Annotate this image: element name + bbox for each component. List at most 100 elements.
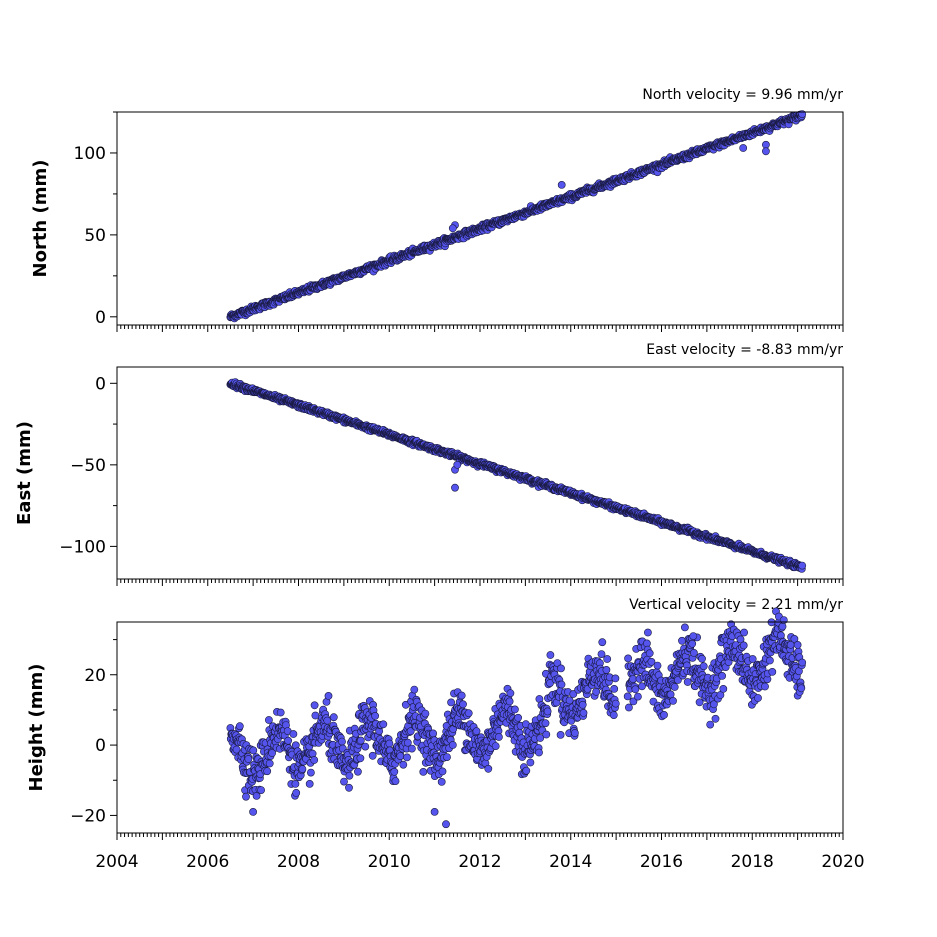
- east-points: [226, 378, 807, 573]
- data-point: [310, 701, 319, 710]
- data-point: [264, 716, 273, 724]
- data-point: [345, 783, 353, 792]
- x-tick-label: 2014: [549, 852, 592, 872]
- data-point: [289, 730, 298, 738]
- data-point: [598, 638, 607, 647]
- data-point: [542, 730, 551, 739]
- data-point: [689, 632, 698, 640]
- data-point: [592, 687, 601, 696]
- north-yticks: 0 50 100: [74, 111, 117, 328]
- x-tick-label: 2020: [821, 852, 864, 872]
- north-points: [226, 110, 807, 323]
- data-point: [541, 719, 550, 728]
- data-point: [371, 712, 379, 720]
- data-point: [535, 748, 543, 757]
- data-point: [610, 685, 619, 693]
- y-tick-label: 0: [95, 374, 106, 394]
- data-point: [448, 741, 457, 749]
- data-point: [766, 656, 774, 665]
- x-tick-label: 2016: [640, 852, 683, 872]
- data-point: [609, 711, 618, 719]
- data-point: [472, 727, 481, 736]
- data-point: [634, 692, 642, 701]
- panel-height: Vertical velocity = 2.21 mm/yr 20 0 −20 20…: [26, 597, 865, 872]
- data-point: [660, 711, 668, 719]
- data-point: [442, 820, 450, 829]
- data-point: [305, 780, 314, 788]
- data-point: [611, 699, 620, 708]
- y-tick-label: 0: [95, 736, 106, 756]
- vertical-velocity-label: Vertical velocity = 2.21 mm/yr: [629, 597, 843, 613]
- data-point: [340, 777, 348, 786]
- data-point: [761, 682, 769, 691]
- east-velocity-label: East velocity = -8.83 mm/yr: [646, 342, 843, 358]
- data-point: [793, 641, 802, 649]
- data-point: [611, 674, 620, 683]
- data-point: [257, 786, 265, 794]
- data-point: [546, 651, 555, 659]
- data-point: [603, 655, 612, 663]
- data-point: [329, 713, 338, 722]
- east-yticks: 0 −50 −100: [59, 374, 117, 557]
- data-point: [276, 708, 285, 717]
- y-tick-label: 100: [74, 144, 106, 164]
- height-xticklabels: 2004 2006 2008 2010 2012 2014 2016 2018 2020: [95, 852, 864, 872]
- data-point: [683, 678, 692, 686]
- data-point: [669, 697, 677, 705]
- data-point: [249, 746, 258, 755]
- data-point: [484, 764, 493, 773]
- data-point: [718, 672, 726, 680]
- data-point: [430, 808, 439, 816]
- data-point: [453, 460, 462, 469]
- data-point: [356, 754, 365, 763]
- data-point: [798, 658, 807, 667]
- data-point: [391, 777, 400, 785]
- data-point: [457, 691, 466, 700]
- height-points: [226, 607, 807, 829]
- data-point: [353, 767, 362, 776]
- data-point: [235, 722, 244, 731]
- data-point: [631, 685, 640, 694]
- data-point: [410, 685, 419, 694]
- data-point: [306, 768, 315, 777]
- data-point: [578, 700, 587, 709]
- data-point: [625, 703, 633, 712]
- data-point: [438, 767, 447, 776]
- data-point: [778, 622, 787, 631]
- data-point: [681, 623, 689, 632]
- data-point: [739, 144, 748, 152]
- y-tick-label: −20: [70, 806, 106, 826]
- data-point: [571, 729, 579, 737]
- data-point: [505, 697, 514, 706]
- data-point: [557, 664, 565, 673]
- data-point: [688, 639, 697, 648]
- x-tick-label: 2004: [95, 852, 138, 872]
- data-point: [459, 700, 467, 709]
- data-point: [740, 628, 748, 637]
- height-ylabel: Height (mm): [26, 664, 47, 792]
- data-point: [242, 792, 250, 801]
- data-point: [798, 561, 807, 570]
- data-point: [623, 692, 632, 701]
- data-point: [298, 765, 307, 773]
- data-point: [464, 709, 473, 718]
- data-point: [706, 720, 715, 729]
- data-point: [379, 720, 388, 729]
- data-point: [557, 680, 566, 689]
- data-point: [670, 683, 679, 691]
- data-point: [421, 709, 430, 718]
- y-tick-label: 20: [84, 666, 106, 686]
- data-point: [579, 709, 588, 717]
- data-point: [629, 675, 637, 683]
- data-point: [244, 755, 253, 763]
- data-point: [543, 707, 552, 716]
- panel-east: East velocity = -8.83 mm/yr 0 −50 −100 Eas…: [14, 342, 844, 586]
- data-point: [368, 751, 377, 760]
- data-point: [291, 780, 300, 788]
- x-tick-label: 2008: [277, 852, 320, 872]
- data-point: [451, 483, 459, 492]
- data-point: [711, 714, 720, 723]
- data-point: [265, 759, 274, 768]
- data-point: [698, 654, 706, 663]
- data-point: [310, 756, 319, 764]
